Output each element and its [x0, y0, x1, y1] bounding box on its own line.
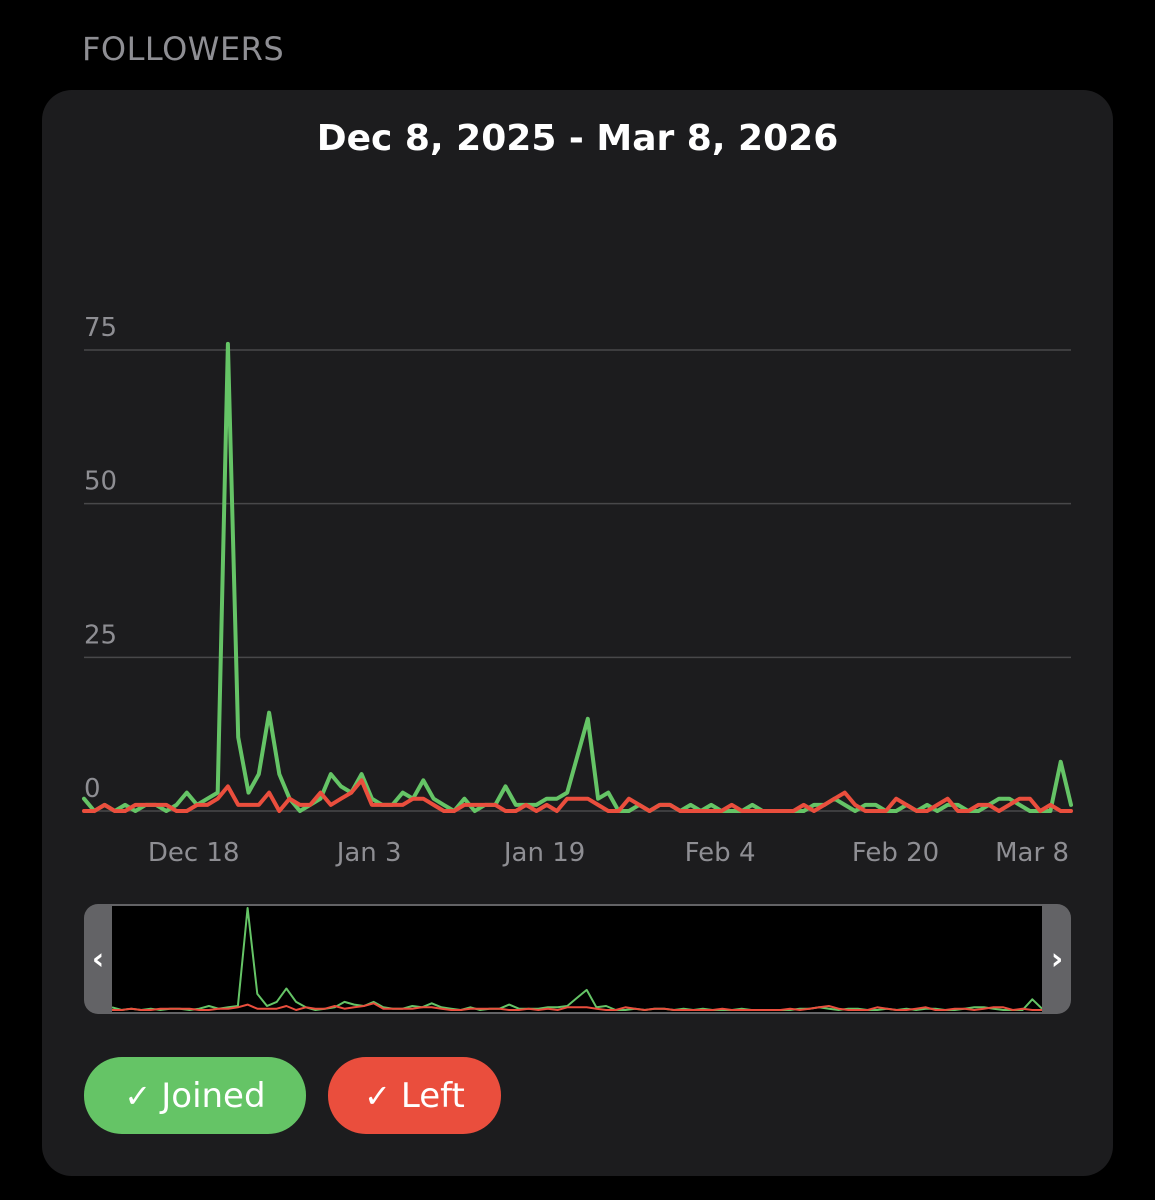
checkmark-icon: ✓ [364, 1076, 391, 1115]
chevron-left-icon: ‹ [91, 941, 105, 977]
x-tick-label: Dec 18 [148, 838, 240, 868]
x-tick-label: Mar 8 [995, 838, 1069, 868]
x-tick-label: Feb 4 [685, 838, 756, 868]
x-tick-label: Jan 3 [335, 838, 402, 868]
mini-overview-chart [112, 907, 1042, 1011]
scrubber-right-handle[interactable]: › [1043, 904, 1071, 1014]
series-line-left [82, 778, 1073, 813]
left-toggle-button[interactable]: ✓ Left [328, 1057, 501, 1134]
joined-label: Joined [161, 1075, 266, 1116]
joined-toggle-button[interactable]: ✓ Joined [84, 1057, 306, 1134]
y-tick-label: 0 [84, 774, 101, 804]
scrubber-left-handle[interactable]: ‹ [84, 904, 112, 1014]
mini-series-line-joined [112, 907, 1042, 1011]
followers-line-chart: 0 25 50 75 Dec 18 Jan 3 Jan 19 Feb 4 Feb 20 Mar 8 [82, 313, 1073, 868]
x-tick-label: Feb 20 [852, 838, 939, 868]
chevron-right-icon: › [1050, 941, 1064, 977]
checkmark-icon: ✓ [124, 1076, 152, 1115]
y-tick-label: 25 [84, 620, 117, 650]
y-tick-label: 50 [84, 467, 117, 497]
range-scrubber[interactable]: ‹ › [84, 904, 1071, 1014]
series-line-joined [82, 341, 1073, 813]
date-range-title: Dec 8, 2025 - Mar 8, 2026 [316, 118, 839, 159]
scrubber-selection-window[interactable] [112, 906, 1042, 1012]
mini-series-line-left [112, 1002, 1042, 1011]
section-title: FOLLOWERS [82, 30, 285, 68]
x-tick-label: Jan 19 [502, 838, 585, 868]
y-tick-label: 75 [84, 313, 117, 343]
left-label: Left [400, 1075, 465, 1116]
